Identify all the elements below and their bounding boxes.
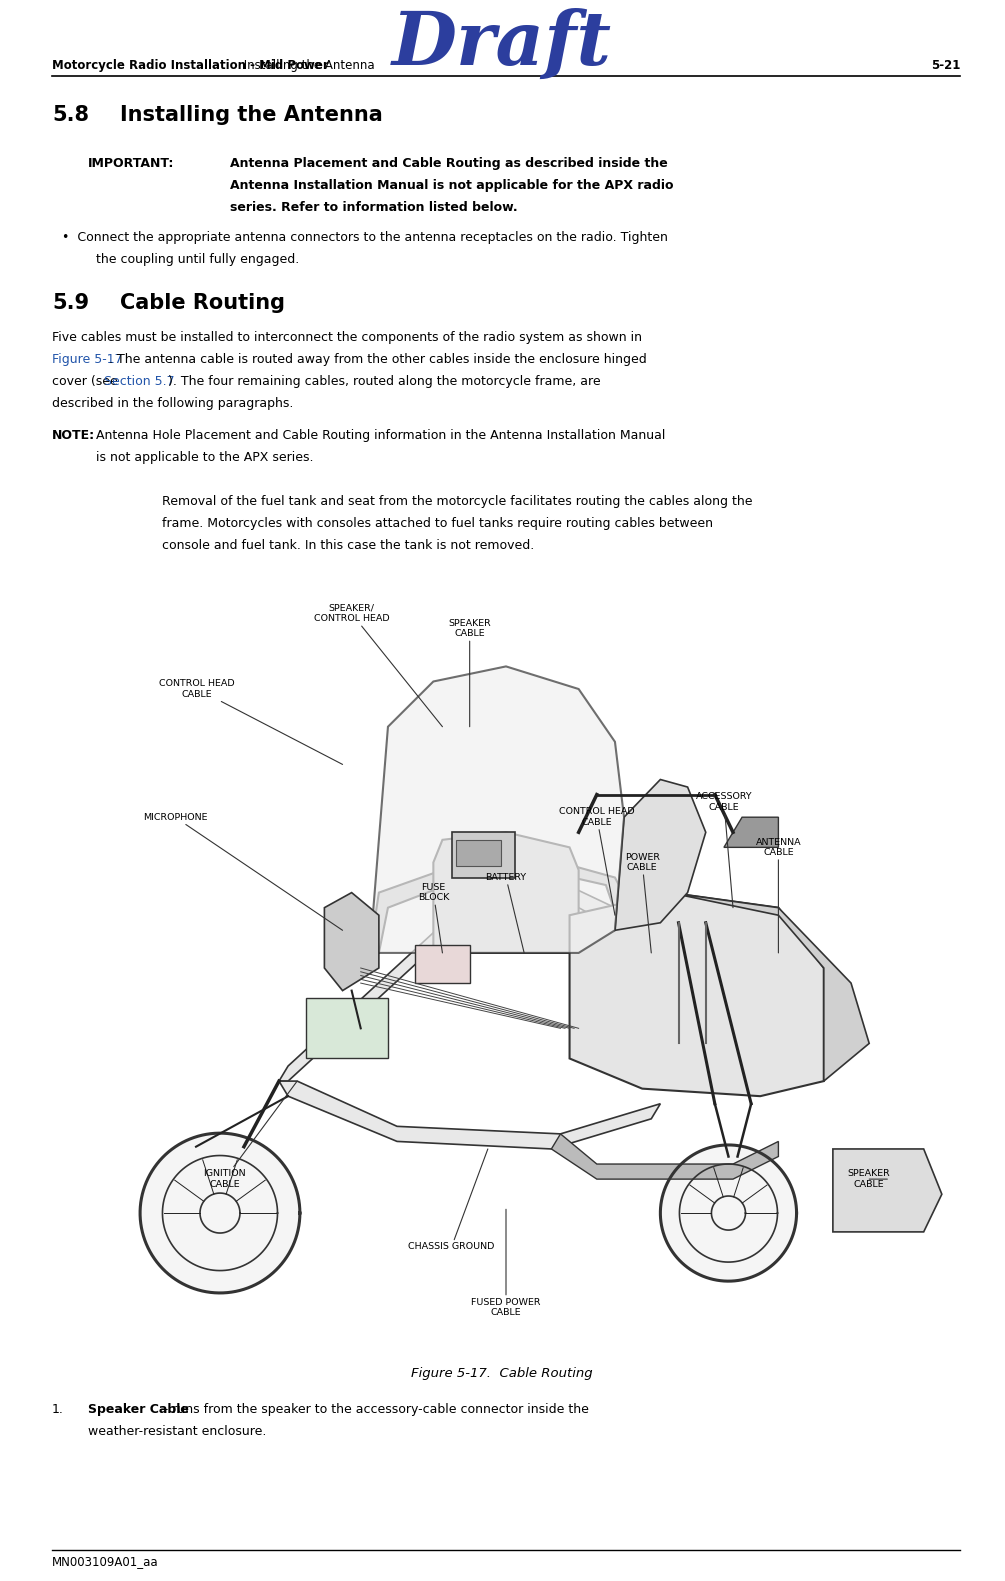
Text: cover (see: cover (see [52,375,122,387]
Text: Figure 5-17: Figure 5-17 [52,353,123,365]
Text: Section 5.7: Section 5.7 [104,375,175,387]
Text: •  Connect the appropriate antenna connectors to the antenna receptacles on the : • Connect the appropriate antenna connec… [62,231,668,243]
Text: FUSED POWER
CABLE: FUSED POWER CABLE [471,1209,541,1317]
Polygon shape [140,1134,299,1293]
Polygon shape [724,817,779,847]
Polygon shape [570,893,824,1096]
Text: POWER
CABLE: POWER CABLE [625,852,659,953]
Text: ACCESSORY
CABLE: ACCESSORY CABLE [695,792,752,907]
Text: the coupling until fully engaged.: the coupling until fully engaged. [80,253,299,266]
Text: Speaker Cable: Speaker Cable [88,1402,189,1417]
Text: Figure 5-17.  Cable Routing: Figure 5-17. Cable Routing [411,1368,593,1380]
Text: BATTERY: BATTERY [485,873,527,953]
Text: Draft: Draft [392,8,612,81]
Polygon shape [370,847,642,953]
Bar [307,998,388,1059]
Text: Antenna Placement and Cable Routing as described inside the: Antenna Placement and Cable Routing as d… [230,157,667,171]
Polygon shape [279,877,651,1081]
Text: Cable Routing: Cable Routing [120,292,285,313]
Text: IGNITION
CABLE: IGNITION CABLE [203,1081,297,1189]
Text: SPEAKER
CABLE: SPEAKER CABLE [848,1170,890,1189]
Text: is not applicable to the APX series.: is not applicable to the APX series. [96,451,314,463]
Text: Antenna Hole Placement and Cable Routing information in the Antenna Installation: Antenna Hole Placement and Cable Routing… [96,428,665,443]
Text: described in the following paragraphs.: described in the following paragraphs. [52,397,293,409]
Text: Installing the Antenna: Installing the Antenna [120,104,383,125]
Text: Antenna Installation Manual is not applicable for the APX radio: Antenna Installation Manual is not appli… [230,179,673,191]
Text: 5.8: 5.8 [52,104,89,125]
Bar [456,840,501,866]
Text: Installing the Antenna: Installing the Antenna [240,58,375,73]
Text: IMPORTANT:: IMPORTANT: [88,157,175,171]
Text: Five cables must be installed to interconnect the components of the radio system: Five cables must be installed to interco… [52,330,642,345]
Polygon shape [279,1081,660,1149]
Text: FUSE
BLOCK: FUSE BLOCK [418,882,449,953]
Polygon shape [615,779,706,930]
Text: series. Refer to information listed below.: series. Refer to information listed belo… [230,201,518,213]
Text: . The antenna cable is routed away from the other cables inside the enclosure hi: . The antenna cable is routed away from … [109,353,647,365]
Text: SPEAKER
CABLE: SPEAKER CABLE [448,620,491,727]
Text: 1.: 1. [52,1402,64,1417]
Text: ANTENNA
CABLE: ANTENNA CABLE [756,838,801,953]
Polygon shape [325,893,379,991]
Text: NOTE:: NOTE: [52,428,95,443]
Text: weather-resistant enclosure.: weather-resistant enclosure. [88,1424,266,1439]
Text: console and fuel tank. In this case the tank is not removed.: console and fuel tank. In this case the … [162,539,535,552]
Text: frame. Motorcycles with consoles attached to fuel tanks require routing cables b: frame. Motorcycles with consoles attache… [162,517,713,530]
Text: 5.9: 5.9 [52,292,89,313]
Polygon shape [660,1145,797,1281]
Text: Removal of the fuel tank and seat from the motorcycle facilitates routing the ca: Removal of the fuel tank and seat from t… [162,495,753,508]
Text: CONTROL HEAD
CABLE: CONTROL HEAD CABLE [559,808,634,915]
Bar [415,945,469,983]
Text: ). The four remaining cables, routed along the motorcycle frame, are: ). The four remaining cables, routed alo… [168,375,601,387]
Text: 5-21: 5-21 [931,58,960,73]
Text: CHASSIS GROUND: CHASSIS GROUND [408,1149,494,1252]
Polygon shape [552,1134,779,1179]
Polygon shape [370,667,624,953]
Text: Motorcycle Radio Installation - Mid Power: Motorcycle Radio Installation - Mid Powe… [52,58,329,73]
Polygon shape [833,1149,942,1232]
Polygon shape [669,893,869,1081]
Text: MICROPHONE: MICROPHONE [143,813,343,930]
Text: MN003109A01_aa: MN003109A01_aa [52,1556,159,1568]
Text: – runs from the speaker to the accessory-cable connector inside the: – runs from the speaker to the accessory… [158,1402,589,1417]
Polygon shape [433,832,579,953]
Text: CONTROL HEAD
CABLE: CONTROL HEAD CABLE [160,680,343,765]
Bar [451,832,516,877]
Text: SPEAKER/
CONTROL HEAD: SPEAKER/ CONTROL HEAD [314,604,442,727]
